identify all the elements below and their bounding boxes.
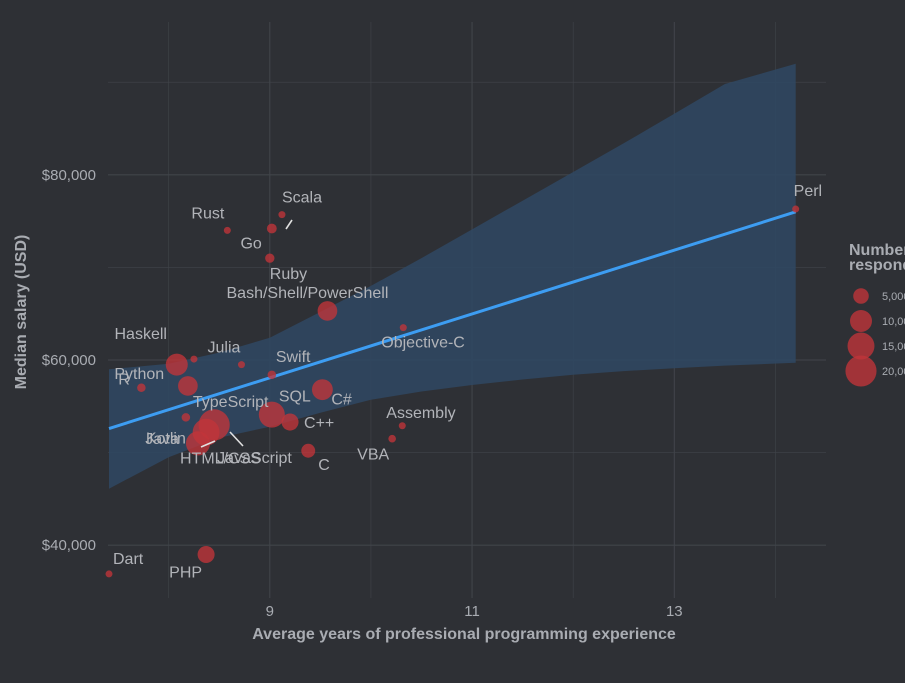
label-perl: Perl [794, 183, 822, 200]
point-perl[interactable] [792, 205, 800, 213]
label-scala: Scala [282, 190, 322, 207]
label-dart: Dart [113, 551, 144, 568]
legend-key-label: 20,000 [882, 366, 905, 378]
label-go: Go [240, 236, 261, 253]
legend-title-line: Number of [849, 242, 905, 259]
point-labels-layer: Perl Scala Rust Go Ruby Bash/Shell/PowerShell… [113, 183, 822, 581]
label-objective-c: Objective-C [381, 335, 465, 352]
axes: 9 11 13 $40,000 $60,000 $80,000 [42, 167, 683, 620]
point-php[interactable] [197, 545, 215, 563]
point-haskell[interactable] [190, 355, 198, 363]
legend-key-label: 5,000 [882, 291, 905, 303]
point-html-css[interactable] [185, 431, 211, 456]
point-r[interactable] [165, 353, 188, 376]
label-typescript: TypeScript [193, 394, 269, 411]
legend-key-label: 10,000 [882, 316, 905, 328]
legend-key-circle [845, 355, 877, 387]
point-kotlin[interactable] [181, 413, 191, 422]
trend-layer [108, 210, 797, 430]
legend-key-label: 15,000 [882, 341, 905, 353]
label-python: Python [114, 366, 164, 383]
point-go[interactable] [266, 223, 277, 234]
label-julia: Julia [207, 340, 240, 357]
legend: Number ofrespondents 5,000 10,000 15,000 20,… [845, 242, 905, 387]
point-c[interactable] [311, 379, 333, 401]
x-tick-label: 11 [464, 603, 480, 620]
confidence-band [109, 63, 796, 489]
point-scala[interactable] [278, 211, 286, 219]
legend-key-circle [850, 310, 872, 332]
point-swift[interactable] [267, 370, 277, 380]
point-c[interactable] [301, 443, 316, 458]
legend-key-circle [847, 332, 875, 360]
point-assembly[interactable] [398, 422, 406, 430]
y-tick-label: $80,000 [42, 167, 96, 184]
label-haskell: Haskell [114, 326, 166, 343]
point-sql[interactable] [258, 401, 285, 428]
legend-key-circle [853, 288, 869, 304]
leader-javascript [229, 431, 244, 447]
point-c[interactable] [281, 413, 299, 431]
label-java: Java [145, 431, 179, 448]
leader-go [285, 219, 293, 230]
point-python[interactable] [137, 383, 146, 393]
label-ruby: Ruby [270, 266, 307, 283]
point-objective-c[interactable] [399, 324, 407, 332]
label-javascript: JavaScript [217, 450, 292, 467]
point-julia[interactable] [237, 361, 245, 369]
leader-lines-layer [200, 219, 293, 448]
point-typescript[interactable] [178, 376, 198, 396]
label-rust: Rust [191, 205, 224, 222]
legend-title-line: respondents [849, 257, 905, 274]
points-layer [105, 205, 800, 578]
label-swift: Swift [276, 349, 311, 366]
label-r: R [118, 372, 130, 389]
x-axis-title: Average years of professional programmin… [252, 626, 676, 643]
y-tick-label: $40,000 [42, 537, 96, 554]
label-c: C [318, 457, 330, 474]
trend-line [108, 210, 797, 430]
label-bash-shell-powershell: Bash/Shell/PowerShell [227, 285, 389, 302]
point-ruby[interactable] [265, 253, 275, 263]
label-c: C# [331, 392, 352, 409]
label-c: C++ [304, 415, 334, 432]
point-dart[interactable] [105, 570, 113, 578]
label-kotlin: Kotlin [146, 430, 186, 447]
label-vba: VBA [357, 447, 389, 464]
label-php: PHP [169, 564, 202, 581]
point-bash-shell-powershell[interactable] [317, 301, 338, 321]
x-tick-label: 13 [666, 603, 683, 620]
label-assembly: Assembly [386, 405, 455, 422]
y-tick-label: $60,000 [42, 352, 96, 369]
label-sql: SQL [279, 389, 311, 406]
x-tick-label: 9 [266, 603, 274, 620]
confidence-band-layer [109, 63, 796, 489]
point-rust[interactable] [223, 226, 231, 234]
y-axis-title: Median salary (USD) [13, 235, 30, 390]
point-vba[interactable] [388, 434, 396, 443]
label-html-css: HTML/CSS [180, 450, 261, 467]
leader-java [200, 440, 216, 448]
